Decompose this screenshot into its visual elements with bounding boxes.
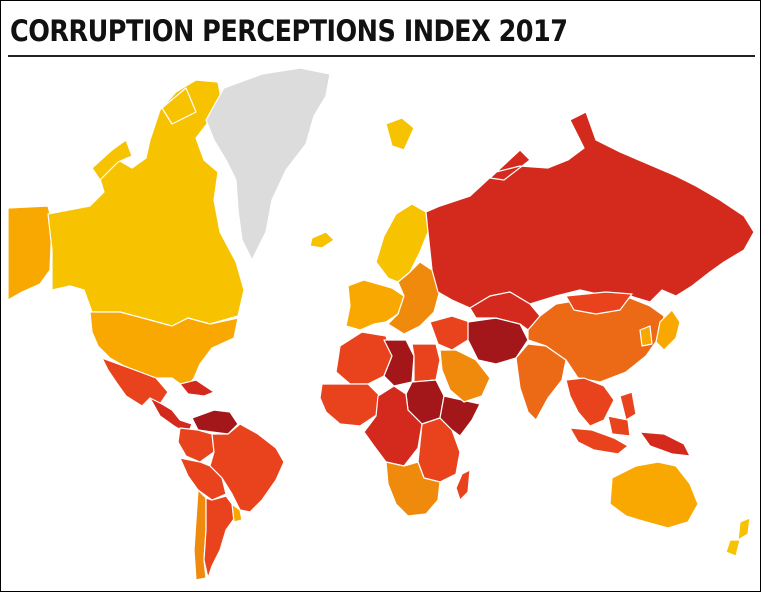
region-new-zealand	[725, 517, 751, 557]
region-mongolia	[565, 291, 633, 315]
region-arabian-peninsula	[439, 349, 491, 403]
region-alaska	[7, 205, 53, 301]
region-uruguay	[231, 503, 243, 523]
region-papua	[639, 431, 691, 457]
world-map	[7, 67, 755, 581]
region-colombia	[177, 427, 215, 463]
region-western-europe	[345, 279, 405, 331]
region-southern-africa	[385, 461, 441, 517]
region-indonesia	[569, 415, 631, 455]
region-russia	[425, 111, 755, 309]
region-eastern-europe	[387, 261, 441, 335]
region-greenland	[205, 67, 331, 261]
region-canada-islands	[91, 87, 197, 181]
region-usa	[89, 311, 239, 389]
region-central-america	[149, 379, 215, 435]
region-chile	[193, 489, 207, 581]
region-peru-bolivia	[179, 457, 227, 501]
region-india	[515, 343, 567, 421]
region-libya	[383, 339, 415, 387]
map-title: CORRUPTION PERCEPTIONS INDEX 2017	[10, 14, 568, 48]
region-egypt	[411, 343, 441, 383]
region-madagascar	[455, 469, 471, 501]
region-southeast-asia	[565, 377, 637, 427]
region-argentina	[203, 495, 237, 579]
region-korea-japan	[639, 309, 681, 351]
region-scandinavia	[375, 117, 429, 283]
title-underline	[8, 55, 755, 57]
region-central-africa	[363, 385, 423, 467]
region-iceland	[309, 231, 335, 249]
region-australia	[609, 461, 699, 529]
region-west-africa	[319, 383, 381, 427]
